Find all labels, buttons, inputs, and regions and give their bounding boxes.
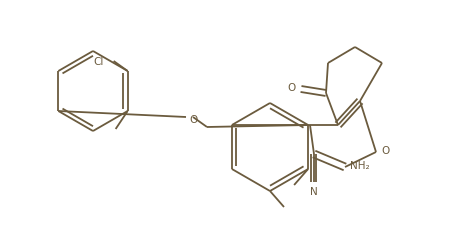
Text: NH₂: NH₂ bbox=[349, 160, 369, 170]
Text: N: N bbox=[309, 186, 317, 196]
Text: Cl: Cl bbox=[93, 57, 103, 67]
Text: O: O bbox=[189, 115, 197, 125]
Text: O: O bbox=[287, 83, 295, 93]
Text: O: O bbox=[380, 145, 388, 155]
